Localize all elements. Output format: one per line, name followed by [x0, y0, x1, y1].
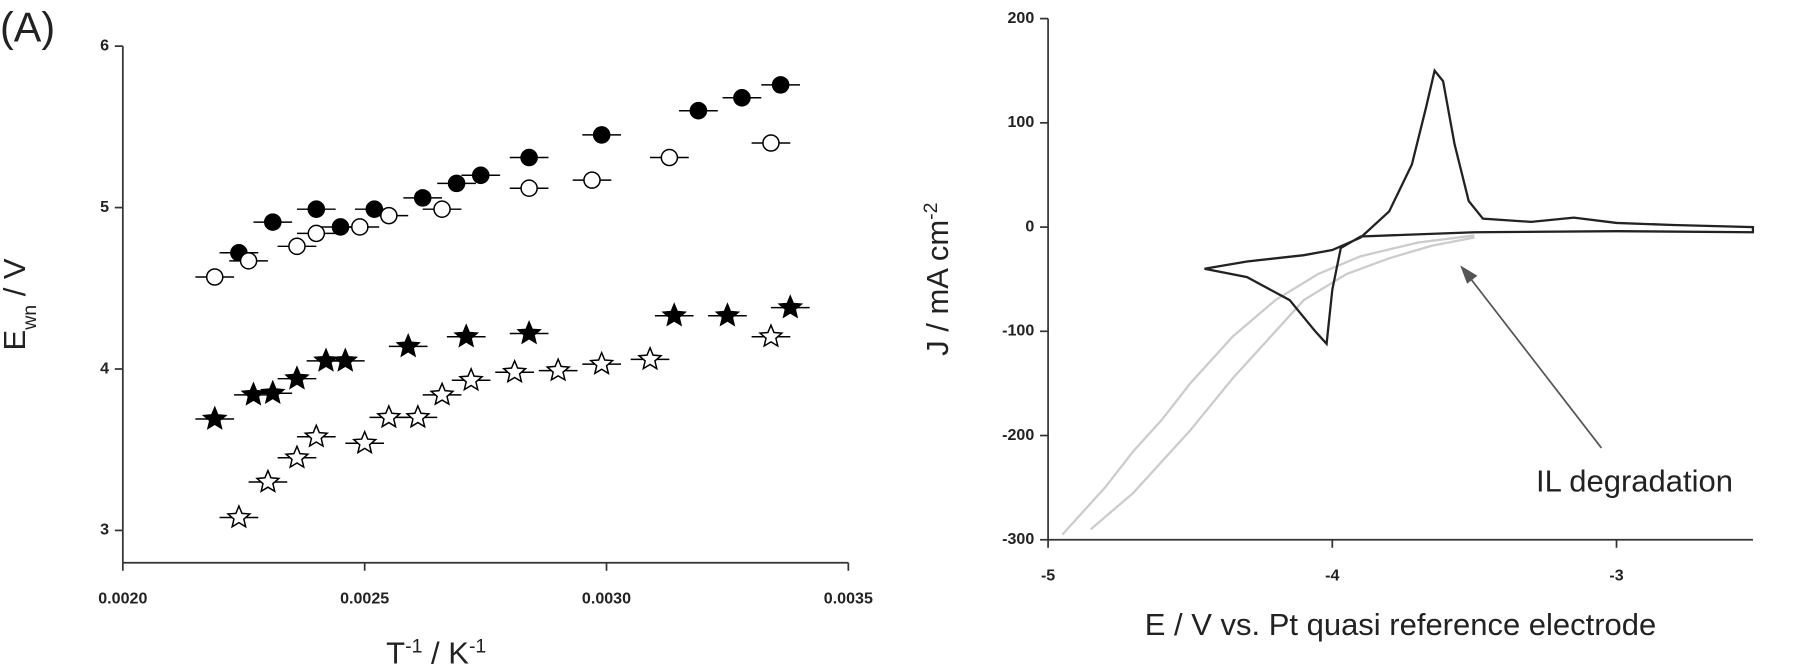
point: [205, 268, 224, 286]
y-tick-label: 4: [100, 359, 109, 377]
x-axis-label-part: -1: [405, 636, 422, 658]
point: [458, 366, 484, 392]
point: [351, 218, 369, 236]
point: [777, 294, 804, 319]
y-axis-label-part: wn: [19, 305, 41, 331]
point: [501, 358, 528, 384]
y-tick-label: 200: [1007, 9, 1034, 27]
point: [284, 444, 310, 469]
point: [592, 126, 611, 144]
point: [365, 200, 384, 218]
point: [395, 333, 421, 358]
x-tick-label: -4: [1325, 567, 1339, 585]
point: [583, 171, 601, 189]
x-axis-label-part: T: [386, 636, 405, 671]
point: [637, 345, 663, 371]
point: [447, 174, 466, 193]
y-tick-label: 3: [100, 521, 109, 539]
x-tick-label: 0.0020: [98, 590, 147, 608]
point: [714, 302, 741, 327]
line: [1061, 234, 1475, 536]
annotation-arrow: [1464, 270, 1603, 449]
point: [453, 323, 480, 348]
point: [429, 381, 455, 406]
point: [263, 213, 282, 231]
point: [545, 357, 571, 382]
point: [520, 179, 538, 197]
line: [1204, 68, 1755, 347]
y-axis-label: J / mA cm-2: [920, 203, 955, 356]
y-axis-label: Ewn / V: [0, 258, 41, 350]
point: [240, 381, 267, 406]
y-tick-label: 100: [1007, 113, 1034, 131]
y-tick-label: -100: [1002, 322, 1034, 340]
x-axis-label-part: / K: [422, 636, 469, 671]
x-tick-label: -5: [1041, 567, 1055, 585]
point: [284, 365, 310, 390]
x-axis-label-part: -1: [469, 636, 486, 658]
point: [762, 134, 780, 152]
y-tick-label: 6: [100, 36, 109, 54]
point: [288, 237, 306, 256]
point: [433, 200, 451, 218]
point: [380, 206, 398, 225]
point: [351, 429, 378, 455]
point: [307, 224, 326, 243]
point: [660, 148, 679, 167]
point: [376, 403, 402, 429]
point: [413, 189, 432, 207]
point: [239, 252, 258, 270]
y-axis-label-part: E: [0, 330, 32, 351]
y-axis-label-part: J / mA cm: [920, 220, 955, 356]
point: [332, 347, 359, 372]
y-tick-label: -300: [1002, 530, 1034, 548]
x-tick-label: -3: [1609, 567, 1623, 585]
point: [520, 148, 538, 167]
y-axis-label-part: -2: [920, 203, 942, 220]
x-tick-label: 0.0035: [824, 590, 873, 608]
annotation: IL degradation: [1536, 464, 1733, 499]
y-tick-label: -200: [1002, 426, 1034, 444]
point: [307, 200, 326, 218]
x-axis-label: E / V vs. Pt quasi reference electrode: [1145, 607, 1657, 642]
x-axis-label: T-1 / K-1: [386, 636, 486, 671]
annotation-arrowhead: [1460, 265, 1478, 284]
line: [1089, 236, 1475, 531]
point: [689, 101, 708, 120]
point: [201, 405, 228, 430]
x-tick-label: 0.0025: [340, 590, 389, 608]
y-tick-label: 0: [1025, 217, 1034, 235]
point: [733, 89, 751, 107]
point: [661, 302, 687, 327]
point: [405, 403, 431, 429]
point: [588, 350, 615, 375]
point: [259, 379, 286, 405]
point: [516, 320, 542, 345]
point: [303, 423, 330, 448]
x-axis-label-part: E / V vs. Pt quasi reference electrode: [1145, 607, 1657, 642]
panel-label: (A): [0, 5, 55, 51]
y-axis-label-part: / V: [0, 258, 32, 305]
point: [313, 347, 339, 372]
point: [771, 76, 790, 94]
y-tick-label: 5: [100, 198, 109, 216]
point: [471, 166, 490, 185]
point: [758, 323, 784, 348]
point: [226, 504, 252, 529]
point: [255, 468, 281, 493]
x-tick-label: 0.0030: [582, 590, 631, 608]
